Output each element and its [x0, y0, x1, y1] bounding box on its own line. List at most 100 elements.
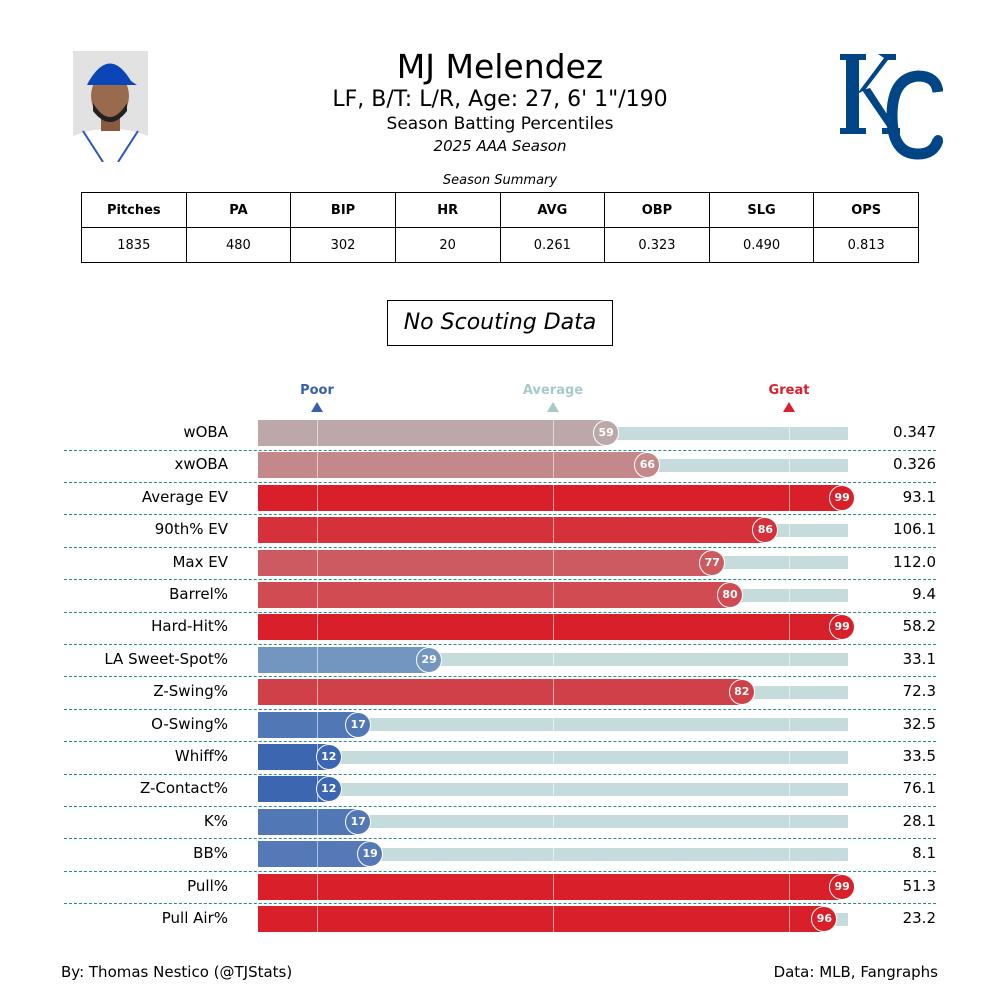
- summary-value: 1835: [81, 227, 187, 263]
- gridline: [317, 711, 318, 738]
- gridline: [789, 452, 790, 479]
- stat-value: 93.1: [902, 487, 936, 506]
- percentile-badge: 82: [728, 679, 755, 706]
- gridline: [317, 420, 318, 446]
- stat-label: K%: [203, 811, 228, 830]
- stat-value: 112.0: [893, 552, 936, 571]
- gridline: [789, 484, 790, 511]
- stat-value: 0.326: [893, 455, 936, 474]
- gridline: [789, 906, 790, 932]
- gridline: [789, 841, 790, 868]
- row-divider: [64, 903, 936, 905]
- scale-label-average: Average: [522, 383, 584, 398]
- stat-label: Pull%: [187, 876, 228, 895]
- gridline: [553, 614, 554, 641]
- stat-value: 51.3: [902, 876, 936, 895]
- gridline: [317, 582, 318, 608]
- gridline: [789, 744, 790, 770]
- summary-value: 0.490: [708, 227, 815, 263]
- gridline: [553, 808, 554, 835]
- stat-label: Hard-Hit%: [151, 617, 228, 636]
- percentile-bar: [258, 517, 766, 544]
- stat-value: 72.3: [902, 682, 936, 701]
- percentile-bar: [258, 679, 742, 706]
- gridline: [317, 614, 318, 641]
- scale-label-poor: Poor: [300, 383, 334, 398]
- summary-header: BIP: [290, 192, 396, 228]
- summary-header: AVG: [499, 192, 606, 228]
- stat-label: xwOBA: [174, 455, 228, 474]
- gridline: [317, 906, 318, 932]
- gridline: [553, 517, 554, 544]
- stat-value: 106.1: [893, 520, 936, 539]
- gridline: [317, 808, 318, 835]
- percentile-badge: 12: [315, 744, 342, 770]
- scale-label-great: Great: [768, 383, 810, 398]
- percentile-badge: 99: [829, 484, 856, 511]
- summary-header: OBP: [604, 192, 710, 228]
- percentile-badge: 86: [752, 517, 779, 544]
- gridline: [553, 420, 554, 446]
- gridline: [317, 841, 318, 868]
- percentile-badge: 99: [829, 614, 856, 641]
- gridline: [789, 776, 790, 803]
- gridline: [553, 873, 554, 900]
- gridline: [317, 549, 318, 576]
- percentile-badge: 77: [699, 549, 726, 576]
- gridline: [789, 614, 790, 641]
- stat-label: Barrel%: [169, 585, 228, 603]
- gridline: [789, 420, 790, 446]
- stat-label: BB%: [193, 844, 228, 863]
- summary-value: 0.323: [604, 227, 710, 263]
- percentile-bar: [258, 484, 843, 511]
- gridline: [317, 517, 318, 544]
- percentile-badge: 29: [416, 646, 443, 673]
- gridline: [553, 906, 554, 932]
- percentile-bar: [258, 420, 607, 446]
- gridline: [317, 873, 318, 900]
- percentile-bar: [258, 906, 825, 932]
- row-divider: [64, 611, 936, 613]
- gridline: [553, 744, 554, 770]
- summary-value: 302: [290, 227, 396, 263]
- subtitle: Season Batting Percentiles: [386, 114, 614, 134]
- team-logo: [838, 50, 944, 160]
- percentile-badge: 80: [717, 582, 743, 608]
- row-divider: [64, 449, 936, 451]
- percentile-bar: [258, 873, 843, 900]
- footer-source: Data: MLB, Fangraphs: [773, 963, 938, 981]
- summary-value: 0.261: [499, 227, 606, 263]
- season: 2025 AAA Season: [433, 137, 567, 155]
- gridline: [553, 549, 554, 576]
- stat-value: 32.5: [902, 714, 936, 733]
- stat-label: 90th% EV: [154, 520, 228, 539]
- row-divider: [64, 838, 936, 840]
- row-divider: [64, 676, 936, 678]
- stat-value: 28.1: [902, 811, 936, 830]
- gridline: [789, 517, 790, 544]
- summary-value: 0.813: [813, 227, 919, 263]
- row-divider: [64, 708, 936, 710]
- player-photo: [73, 51, 148, 162]
- row-divider: [64, 546, 936, 548]
- percentile-badge: 17: [345, 711, 372, 738]
- summary-header: HR: [394, 192, 501, 228]
- gridline: [789, 679, 790, 706]
- gridline: [553, 711, 554, 738]
- row-divider: [64, 773, 936, 775]
- summary-header: Pitches: [81, 192, 187, 228]
- gridline: [789, 549, 790, 576]
- gridline: [553, 646, 554, 673]
- scale-marker-icon: [311, 402, 323, 412]
- row-divider: [64, 514, 936, 516]
- gridline: [317, 646, 318, 673]
- stat-label: LA Sweet-Spot%: [104, 649, 228, 668]
- stat-value: 58.2: [902, 617, 936, 636]
- percentile-badge: 96: [811, 906, 838, 932]
- gridline: [317, 679, 318, 706]
- gridline: [553, 841, 554, 868]
- stat-label: Z-Swing%: [153, 682, 228, 701]
- stat-label: Whiff%: [174, 747, 228, 765]
- percentile-badge: 99: [829, 873, 856, 900]
- row-divider: [64, 741, 936, 743]
